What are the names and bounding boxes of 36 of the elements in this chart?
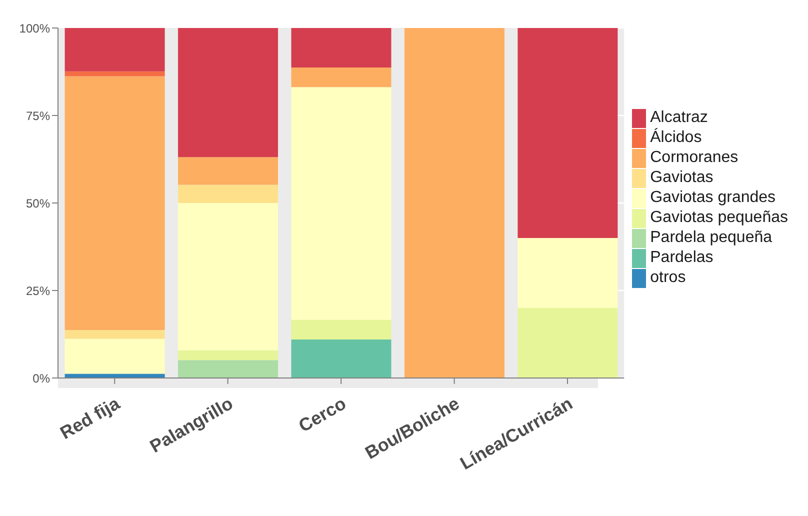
y-tick-label: 75%	[26, 108, 50, 123]
bar	[291, 87, 392, 320]
legend-label: Cormoranes	[650, 148, 738, 168]
bar	[291, 68, 392, 88]
bar	[178, 360, 278, 378]
legend-label: Pardelas	[650, 248, 714, 268]
bar	[178, 350, 278, 360]
bar	[64, 71, 165, 76]
bar	[404, 28, 504, 378]
legend-label: Gaviotas pequeñas	[650, 208, 788, 228]
bar	[64, 28, 165, 72]
bar	[178, 28, 278, 158]
legend-label: Alcatraz	[650, 108, 708, 128]
legend-label: Gaviotas grandes	[650, 188, 776, 208]
y-tick-label: 50%	[26, 196, 50, 210]
bar	[64, 338, 165, 374]
bar	[178, 157, 278, 185]
y-tick-label: 25%	[26, 284, 50, 298]
bar	[64, 330, 165, 339]
bar	[178, 203, 278, 350]
legend-label: Gaviotas	[650, 168, 714, 188]
y-tick-label: 100%	[19, 21, 50, 36]
bar	[291, 28, 392, 68]
bar	[291, 340, 392, 378]
legend-label: Álcidos	[650, 128, 702, 148]
bar	[518, 308, 618, 378]
y-tick-label: 0%	[32, 371, 50, 386]
x-tick-label: Cerco	[295, 393, 350, 436]
x-tick-label: Red fija	[56, 392, 124, 444]
bar	[291, 320, 392, 340]
bar	[64, 76, 165, 330]
legend-label: Pardela pequeña	[650, 228, 772, 248]
bar	[518, 28, 618, 238]
bar	[178, 184, 278, 203]
legend-label: otros	[650, 268, 686, 288]
bar	[518, 238, 618, 308]
